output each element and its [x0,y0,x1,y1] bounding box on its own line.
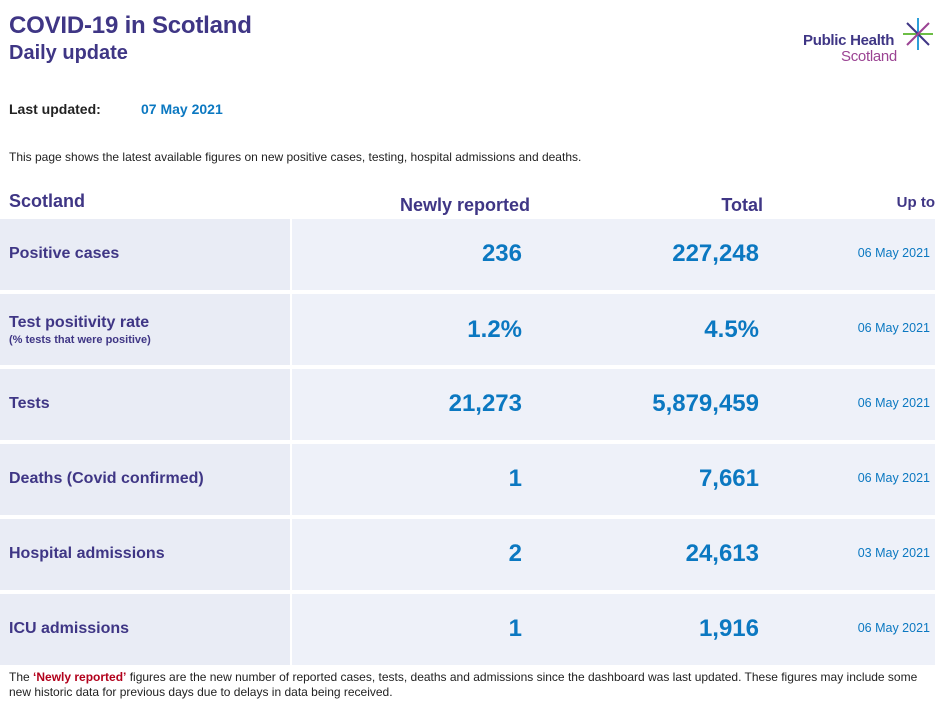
column-header-region: Scotland [9,191,86,211]
row-up-to-date: 03 May 2021 [857,546,930,560]
table-row-tests: Tests 21,273 5,879,459 06 May 2021 [0,369,944,440]
row-newly-reported: 21,273 [448,390,522,417]
row-newly-reported: 2 [508,540,522,567]
logo-text-line1: Public Health [803,32,895,49]
row-label: Tests [9,395,50,412]
row-total: 4.5% [704,316,759,343]
row-label-cell [0,444,290,515]
footnote-text: figures are the new number of reported c… [9,670,918,699]
row-newly-reported: 236 [481,240,522,267]
row-total: 227,248 [672,240,759,267]
row-values-cell [292,519,935,590]
row-label: Hospital admissions [9,545,165,562]
row-up-to-date: 06 May 2021 [857,471,930,485]
asterisk-star-icon [903,18,933,50]
row-label-cell [0,369,290,440]
row-up-to-date: 06 May 2021 [857,396,930,410]
column-header-newly-reported: Newly reported [399,195,530,215]
row-newly-reported: 1 [508,615,522,642]
row-values-cell [292,219,935,290]
footnote-highlight: ‘Newly reported’ [33,670,127,684]
row-label: Positive cases [9,245,120,262]
row-total: 5,879,459 [652,390,759,417]
row-total: 24,613 [685,540,759,567]
last-updated-label: Last updated: [9,101,101,117]
row-values-cell [292,369,935,440]
last-updated-value: 07 May 2021 [141,101,223,117]
column-header-total: Total [721,195,763,215]
row-up-to-date: 06 May 2021 [857,321,930,335]
row-label-cell [0,594,290,665]
row-values-cell [292,294,935,365]
table-row-hospital-admissions: Hospital admissions 2 24,613 03 May 2021 [0,519,944,590]
row-label-cell [0,294,290,365]
row-values-cell [292,594,935,665]
column-header-up-to: Up to [896,194,935,211]
row-label-cell [0,519,290,590]
row-label: Deaths (Covid confirmed) [9,470,204,487]
footnote: The ‘Newly reported’ figures are the new… [9,670,929,700]
table-row-positive-cases: Positive cases 236 227,248 06 May 2021 [0,219,944,290]
public-health-scotland-logo[interactable]: Public Health Scotland [800,16,940,68]
page-title: COVID-19 in Scotland [9,12,252,39]
table-row-test-positivity-rate: Test positivity rate (% tests that were … [0,294,944,365]
page-subtitle: Daily update [9,42,128,64]
row-total: 1,916 [698,615,759,642]
row-up-to-date: 06 May 2021 [857,246,930,260]
row-label-cell [0,219,290,290]
row-up-to-date: 06 May 2021 [857,621,930,635]
table-row-deaths: Deaths (Covid confirmed) 1 7,661 06 May … [0,444,944,515]
logo-text-line2: Scotland [841,48,897,65]
footnote-prefix: The [9,670,34,684]
row-newly-reported: 1 [508,465,522,492]
row-newly-reported: 1.2% [467,316,522,343]
intro-text: This page shows the latest available fig… [9,150,582,164]
row-label: ICU admissions [9,620,130,637]
row-values-cell [292,444,935,515]
row-sublabel: (% tests that were positive) [9,334,151,346]
row-label: Test positivity rate [9,314,150,331]
row-total: 7,661 [698,465,759,492]
table-row-icu-admissions: ICU admissions 1 1,916 06 May 2021 [0,594,944,665]
